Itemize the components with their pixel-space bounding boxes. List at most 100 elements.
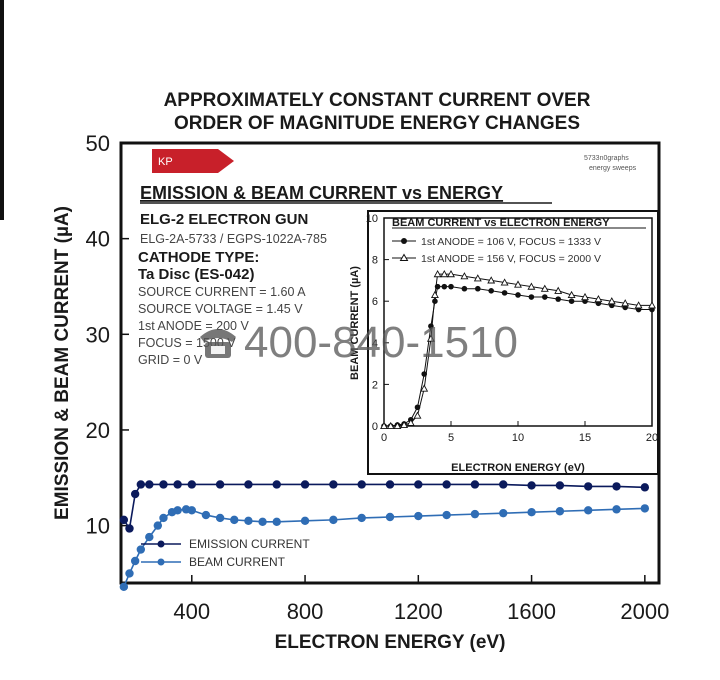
data-point xyxy=(584,482,593,491)
inset-x-tick-label: 5 xyxy=(448,432,454,444)
inset-data-point xyxy=(527,282,536,290)
data-point xyxy=(272,480,281,489)
inset-chart: BEAM CURRENT vs ELECTRON ENERGY 0 5 10 15 20… xyxy=(349,210,659,475)
chart-title-line-2: ORDER OF MAGNITUDE ENERGY CHANGES xyxy=(174,113,580,134)
source-current: SOURCE CURRENT = 1.60 A xyxy=(138,285,306,299)
data-point xyxy=(357,513,366,523)
data-point xyxy=(187,480,196,489)
inset-data-point xyxy=(448,283,454,290)
chart-subtitle: EMISSION & BEAM CURRENT vs ENERGY xyxy=(140,183,503,203)
legend-marker-emission xyxy=(157,540,165,548)
inset-data-point xyxy=(461,285,468,292)
data-point xyxy=(125,569,134,578)
data-point xyxy=(527,508,536,517)
edge-bar xyxy=(0,0,4,220)
data-point xyxy=(527,481,536,490)
cathode-value: Ta Disc (ES-042) xyxy=(138,266,254,283)
inset-y-tick-label: 6 xyxy=(372,296,378,308)
inset-data-point xyxy=(488,288,495,294)
gun-title: ELG-2 ELECTRON GUN xyxy=(140,211,308,228)
inset-data-point xyxy=(432,298,438,305)
anode-setting: 1st ANODE = 200 V xyxy=(138,319,249,333)
data-point xyxy=(215,513,225,523)
data-point xyxy=(215,480,225,489)
legend-marker-beam xyxy=(157,558,165,566)
data-point xyxy=(357,480,366,489)
data-point xyxy=(470,480,480,489)
data-point xyxy=(555,481,565,490)
data-point xyxy=(119,582,129,592)
inset-x-tick-label: 20 xyxy=(646,432,658,444)
inset-data-point xyxy=(487,276,496,284)
data-point xyxy=(612,505,621,514)
inset-data-point xyxy=(406,418,415,426)
corner-note-1: 5733n0graphs xyxy=(584,155,629,162)
legend-beam: BEAM CURRENT xyxy=(189,555,286,569)
data-point xyxy=(499,480,508,489)
y-tick-label: 20 xyxy=(86,418,110,443)
inset-title: BEAM CURRENT vs ELECTRON ENERGY xyxy=(392,217,610,229)
cathode-type: CATHODE TYPE: xyxy=(138,249,259,266)
data-point xyxy=(230,515,239,525)
y-tick-label: 40 xyxy=(86,227,110,252)
data-point xyxy=(555,507,565,516)
inset-data-point xyxy=(568,298,575,305)
inset-y-tick-label: 2 xyxy=(372,379,378,391)
data-point xyxy=(173,480,182,489)
chart-title-line-1: APPROXIMATELY CONSTANT CURRENT OVER xyxy=(164,90,591,111)
inset-y-tick-label: 0 xyxy=(372,421,378,433)
source-voltage: SOURCE VOLTAGE = 1.45 V xyxy=(138,302,303,316)
data-point xyxy=(300,516,310,526)
inset-data-point xyxy=(447,270,455,278)
gun-model: ELG-2A-5733 / EGPS-1022A-785 xyxy=(140,232,327,246)
inset-x-tick-label: 15 xyxy=(579,432,591,444)
kp-logo: KP xyxy=(152,149,234,173)
data-point xyxy=(187,506,196,515)
inset-x-tick-label: 10 xyxy=(512,432,524,444)
watermark-text: 400-840-1510 xyxy=(244,318,518,367)
inset-data-point xyxy=(413,411,422,419)
main-legend: EMISSION CURRENT BEAM CURRENT xyxy=(141,537,310,569)
inset-data-point xyxy=(554,286,563,294)
data-point xyxy=(414,511,423,521)
inset-y-tick-label: 10 xyxy=(366,213,378,225)
data-point xyxy=(640,483,650,492)
inset-data-point xyxy=(515,292,521,298)
inset-data-point xyxy=(634,301,643,309)
data-point xyxy=(470,509,480,519)
inset-data-point xyxy=(386,421,395,430)
data-point xyxy=(300,480,310,489)
data-point xyxy=(442,510,451,520)
data-point xyxy=(385,480,395,489)
inset-x-label: ELECTRON ENERGY (eV) xyxy=(451,462,585,474)
data-point xyxy=(258,517,267,526)
inset-data-point xyxy=(400,420,409,429)
inset-data-point xyxy=(380,421,388,430)
data-point xyxy=(173,506,182,515)
inset-data-point xyxy=(501,290,508,296)
data-point xyxy=(385,512,395,522)
inset-data-point xyxy=(540,284,549,292)
inset-data-point xyxy=(460,272,469,280)
inset-legend-marker-2 xyxy=(399,253,409,261)
y-tick-label: 50 xyxy=(86,131,110,156)
data-point xyxy=(584,506,593,515)
x-tick-label: 1200 xyxy=(394,599,443,624)
inset-legend-1: 1st ANODE = 106 V, FOCUS = 1333 V xyxy=(421,236,601,248)
inset-data-point xyxy=(430,290,439,299)
corner-note-2: energy sweeps xyxy=(589,165,637,172)
watermark: 400-840-1510 xyxy=(200,318,518,367)
x-tick-label: 2000 xyxy=(620,599,669,624)
x-tick-label: 800 xyxy=(287,599,324,624)
data-point xyxy=(136,480,146,489)
inset-data-point xyxy=(426,334,435,342)
inset-axis-ticks: 0 5 10 15 20 0 2 4 6 8 10 xyxy=(366,213,658,444)
data-point xyxy=(329,480,338,489)
inset-data-point xyxy=(514,280,522,288)
data-point xyxy=(612,482,621,491)
x-tick-label: 400 xyxy=(173,599,210,624)
logo-text: KP xyxy=(158,156,173,168)
x-tick-label: 1600 xyxy=(507,599,556,624)
inset-data-point xyxy=(528,294,535,300)
